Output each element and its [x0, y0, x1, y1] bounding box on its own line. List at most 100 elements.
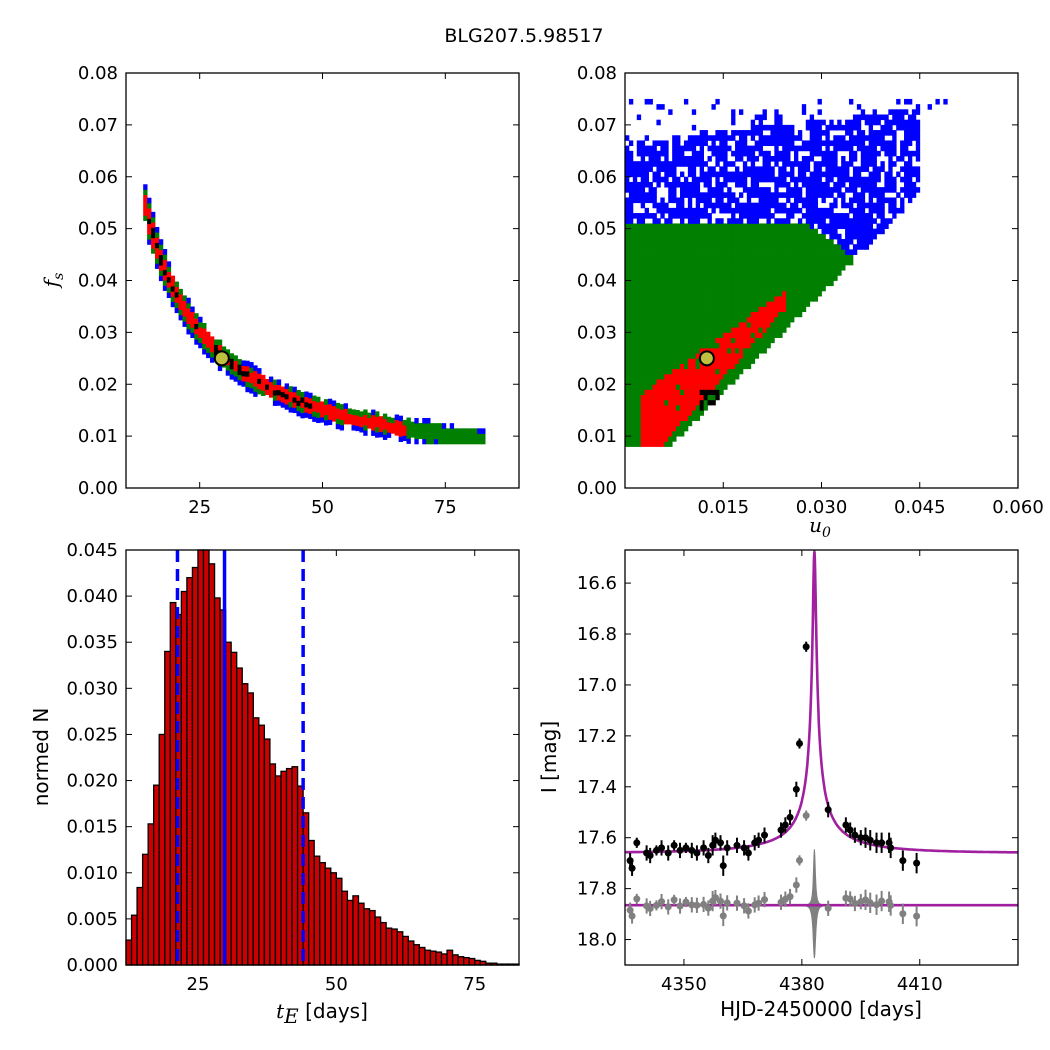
fs-vs-u0-density-cell [636, 373, 642, 380]
fs-vs-tE-density-cell [469, 438, 474, 445]
fs-vs-u0-density-cell [825, 176, 830, 183]
fs-vs-u0-density-cell [640, 264, 646, 271]
light-curve-ytick-label: 17.2 [577, 726, 617, 747]
fs-vs-tE-density-cell [316, 396, 321, 403]
fs-vs-u0-density-cell [727, 347, 732, 354]
fs-vs-u0-density-cell [644, 254, 649, 261]
fs-vs-u0-density-cell [750, 135, 756, 141]
fs-vs-u0-density-cell [813, 181, 818, 188]
fs-vs-u0-density-cell [652, 161, 657, 167]
fs-vs-u0-density-cell [833, 228, 838, 235]
fs-vs-u0-density-cell [648, 192, 653, 198]
fs-vs-tE-density-cell [363, 409, 368, 416]
fs-vs-u0-density-cell [735, 264, 740, 271]
fs-vs-u0-density-cell [790, 306, 795, 313]
light-curve-ytick-label: 18.0 [577, 930, 617, 951]
fs-vs-u0-density-cell [703, 290, 708, 297]
fs-vs-u0-density-cell [821, 223, 826, 230]
fs-vs-u0-density-cell [809, 239, 815, 245]
fs-vs-u0-density-cell [711, 207, 716, 214]
fs-vs-u0-density-cell [778, 290, 783, 297]
fs-vs-u0-density-cell [727, 316, 732, 323]
fs-vs-u0-density-cell [900, 145, 905, 152]
fs-vs-u0-density-cell [774, 218, 779, 224]
fs-vs-u0-density-cell [656, 171, 661, 178]
fs-vs-u0-density-cell [660, 249, 665, 255]
fs-vs-u0-density-cell [793, 223, 799, 230]
fs-vs-tE-density-cell [382, 413, 388, 420]
fs-vs-u0-density-cell [872, 218, 877, 224]
fs-vs-u0-density-cell [707, 306, 712, 313]
fs-vs-tE-density-cell [245, 365, 250, 372]
fs-vs-u0-density-cell [864, 233, 870, 240]
fs-vs-u0-density-cell [640, 415, 646, 421]
photometry-point [824, 806, 832, 814]
fs-vs-tE-density-cell [394, 419, 400, 426]
fs-vs-u0-density-cell [845, 130, 850, 136]
fs-vs-u0-density-cell [628, 363, 634, 370]
fs-vs-u0-density-cell [841, 249, 846, 255]
fs-vs-tE-density-cell [202, 322, 207, 329]
fs-vs-u0-density-cell [680, 384, 685, 390]
fs-vs-tE-density-cell [422, 438, 427, 445]
fs-vs-u0-density-cell [715, 156, 720, 162]
fs-vs-tE-density-cell [437, 423, 443, 429]
fs-vs-u0-density-cell [648, 233, 653, 240]
fs-vs-u0-density-cell [711, 202, 716, 209]
fs-vs-u0-density-cell [695, 285, 701, 292]
fs-vs-u0-density-cell [762, 244, 767, 250]
fs-vs-tE-density-cell [225, 349, 231, 355]
fs-vs-u0-density-cell [770, 192, 775, 198]
fs-vs-u0-density-cell [735, 296, 740, 302]
tE-histogram-bar [474, 959, 481, 966]
fs-vs-u0-density-cell [809, 285, 815, 292]
fs-vs-u0-density-cell [723, 373, 728, 380]
fs-vs-u0-density-cell [884, 114, 889, 121]
fs-vs-u0-density-cell [648, 187, 653, 193]
fs-vs-tE-density-cell [182, 316, 187, 322]
fs-vs-tE-density-cell [375, 432, 380, 438]
fs-vs-u0-density-cell [632, 347, 638, 354]
fs-vs-u0-density-cell [719, 233, 724, 240]
fs-vs-u0-density-cell [817, 218, 822, 224]
fs-vs-u0-density-cell [880, 223, 885, 230]
fs-vs-u0-density-cell [656, 233, 661, 240]
tE-histogram-bar [468, 957, 476, 966]
fs-vs-u0-density-cell [782, 161, 787, 167]
fs-vs-u0-density-cell [766, 244, 771, 250]
fs-vs-u0-density-cell [695, 358, 701, 364]
fs-vs-u0-density-cell [797, 259, 803, 266]
fs-vs-u0-density-cell [636, 254, 642, 261]
fs-vs-u0-density-cell [687, 322, 693, 328]
fs-vs-tE-density-cell [406, 433, 411, 439]
fs-vs-tE-density-cell [343, 403, 348, 409]
fs-vs-tE-density-cell [339, 424, 345, 431]
fs-vs-u0-density-cell [683, 342, 689, 349]
fs-vs-u0-density-cell [817, 290, 822, 297]
fs-vs-u0-density-cell [703, 342, 708, 349]
fs-vs-u0-density-cell [778, 301, 783, 307]
fs-vs-u0-density-cell [628, 264, 634, 271]
fs-vs-u0-density-cell [680, 145, 685, 152]
fs-vs-u0-density-cell [754, 280, 760, 287]
fs-vs-u0-density-cell [640, 389, 646, 396]
fs-vs-tE-density-cell [178, 314, 183, 321]
fs-vs-u0-density-cell [742, 290, 748, 297]
fs-vs-u0-density-cell [683, 161, 689, 167]
fs-vs-tE-density-cell [457, 433, 462, 440]
residual-point [676, 902, 684, 910]
photometry-point [716, 839, 724, 847]
fs-vs-u0-density-cell [786, 311, 791, 318]
light-curve-xtick-label: 4410 [897, 974, 943, 995]
fs-vs-u0-density-cell [656, 311, 661, 318]
fs-vs-u0-density-cell [778, 259, 783, 266]
fs-vs-u0-density-cell [664, 353, 669, 359]
fs-vs-u0-density-cell [707, 244, 712, 250]
fs-vs-u0-density-cell [793, 161, 799, 167]
fs-vs-u0-density-cell [683, 156, 689, 162]
fs-vs-u0-density-cell [754, 114, 760, 121]
fs-vs-u0-density-cell [821, 270, 826, 276]
fs-vs-u0-density-cell [805, 202, 811, 209]
fs-vs-u0-density-cell [656, 410, 661, 416]
fs-vs-u0-density-cell [790, 244, 795, 250]
